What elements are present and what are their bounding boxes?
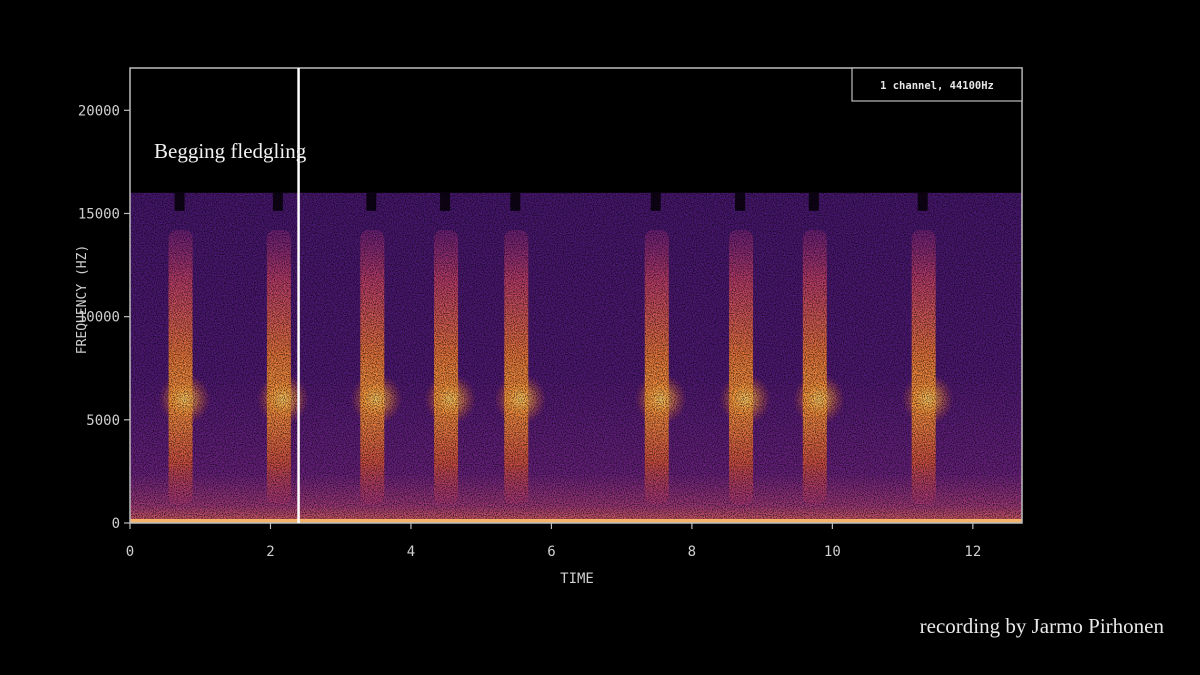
x-tick-label: 8 (688, 544, 696, 560)
x-tick-label: 0 (126, 544, 134, 560)
x-tick-label: 2 (266, 544, 274, 560)
x-tick-label: 6 (547, 544, 555, 560)
y-tick-label: 5000 (86, 413, 120, 429)
recording-credit: recording by Jarmo Pirhonen (920, 614, 1164, 639)
y-tick-label: 20000 (78, 103, 120, 119)
x-tick-label: 12 (964, 544, 981, 560)
info-box: 1 channel, 44100Hz (852, 68, 1022, 101)
x-axis-label: TIME (560, 571, 594, 587)
y-tick-label: 15000 (78, 206, 120, 222)
x-axis: 0 2 4 6 8 10 12 (126, 523, 981, 560)
y-axis-label: FREQUENCY (HZ) (75, 245, 90, 355)
spectrogram-plot (130, 193, 1022, 523)
x-tick-label: 4 (407, 544, 415, 560)
y-tick-label: 0 (112, 516, 120, 532)
noise-speckle (130, 193, 1022, 523)
annotation-label: Begging fledgling (154, 139, 307, 163)
x-tick-label: 10 (824, 544, 841, 560)
info-box-text: 1 channel, 44100Hz (880, 80, 994, 92)
